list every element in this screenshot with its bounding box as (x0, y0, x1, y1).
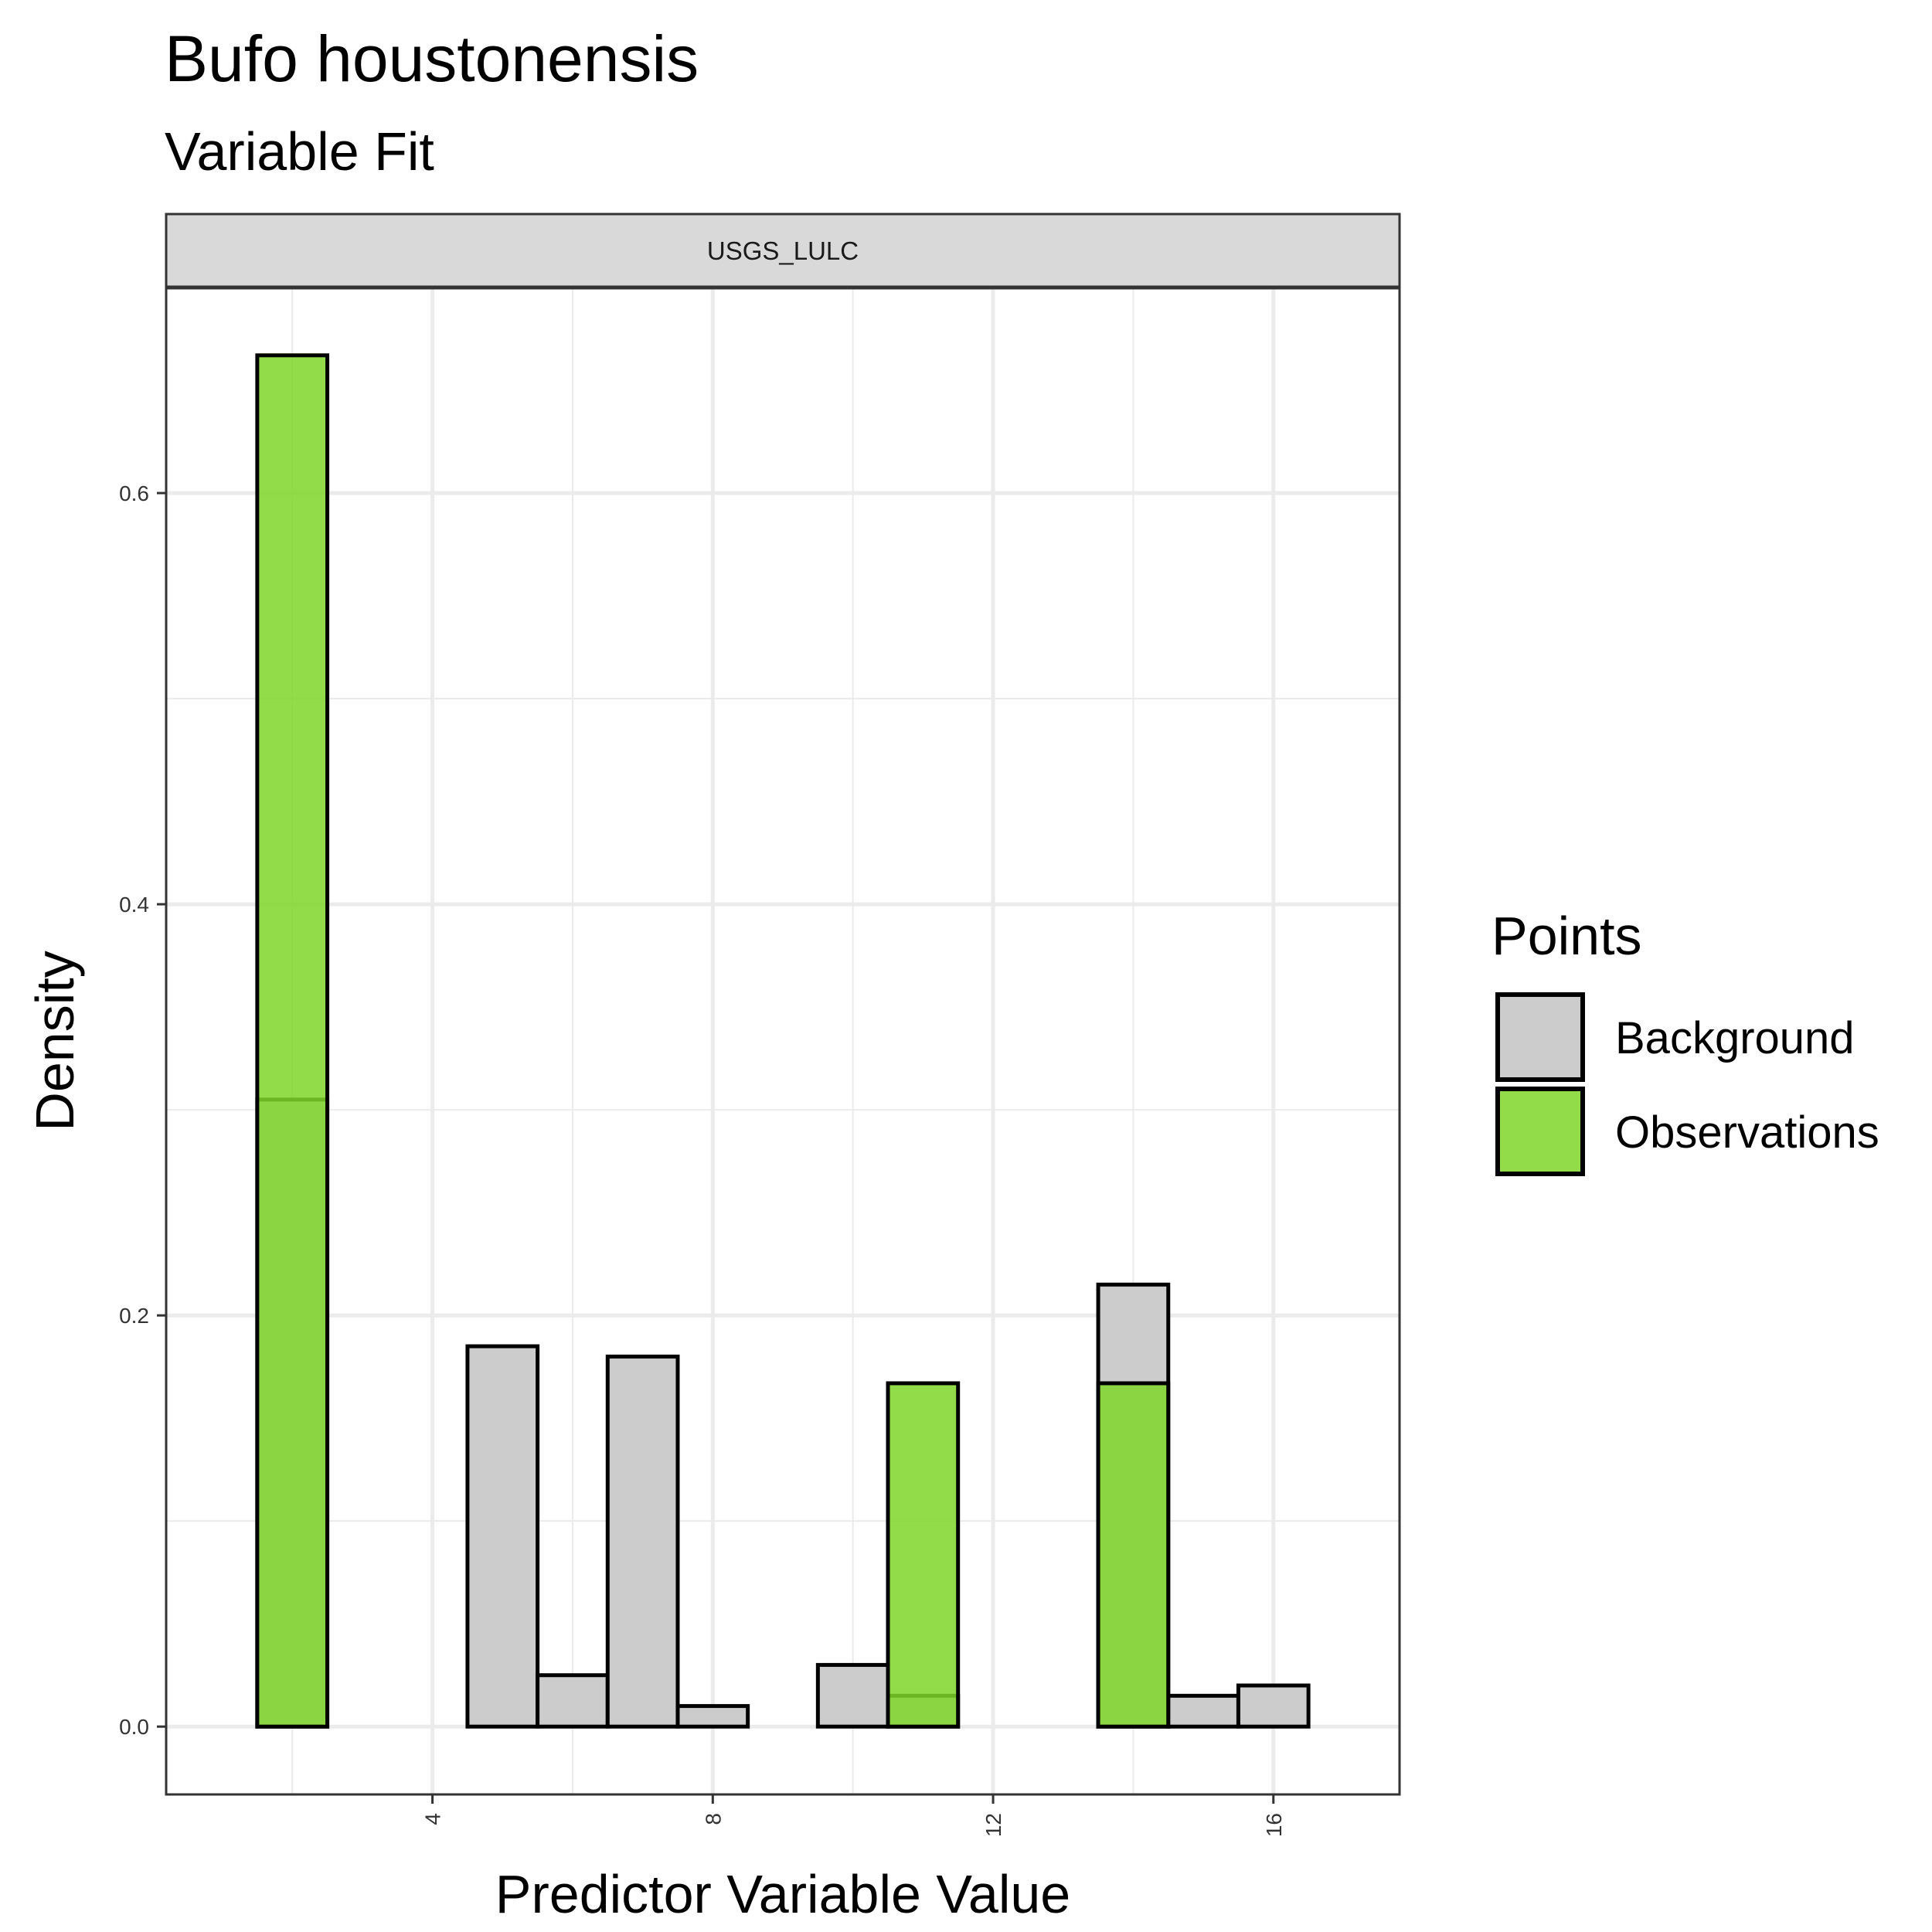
y-tick-label: 0.4 (119, 893, 149, 917)
bar-background-8 (675, 1704, 750, 1729)
x-tick-label: 4 (421, 1813, 445, 1825)
panel-background (166, 287, 1400, 1794)
chart-subtitle: Variable Fit (165, 121, 434, 182)
plot-panel (165, 286, 1401, 1796)
x-tick-label: 16 (1262, 1813, 1286, 1837)
observation-bars (255, 353, 1171, 1729)
bar-background-7 (605, 1354, 680, 1729)
y-tick-label: 0.2 (119, 1304, 149, 1328)
legend-key-observations (1495, 1087, 1585, 1176)
x-tick-label: 12 (981, 1813, 1005, 1837)
legend: Points Background Observations (1492, 906, 1879, 1176)
facet-label: USGS_LULC (707, 236, 859, 265)
legend-entries: Background Observations (1495, 992, 1879, 1176)
bar-background-5 (465, 1344, 540, 1729)
facet-strip: USGS_LULC (165, 213, 1401, 290)
bar-background-10 (815, 1662, 890, 1729)
chart-title: Bufo houstonensis (165, 22, 699, 95)
bar-observations-11 (886, 1381, 961, 1729)
bar-background-15 (1166, 1693, 1240, 1729)
grid-lines (166, 287, 1400, 1794)
y-axis-title: Density (25, 951, 85, 1131)
y-tick-label: 0.6 (119, 481, 149, 505)
bar-background-6 (536, 1673, 610, 1729)
y-axis: 0.0 0.2 0.4 0.6 (119, 481, 166, 1739)
y-tick-label: 0.0 (119, 1715, 149, 1739)
bar-observations-2 (255, 353, 330, 1729)
x-tick-label: 8 (701, 1813, 725, 1825)
legend-label-background: Background (1615, 1013, 1855, 1063)
x-axis-title: Predictor Variable Value (495, 1864, 1070, 1924)
legend-label-observations: Observations (1615, 1107, 1879, 1158)
legend-key-background (1495, 992, 1585, 1082)
legend-title: Points (1492, 906, 1642, 966)
x-axis: 4 8 12 16 (421, 1794, 1286, 1837)
bar-observations-14 (1096, 1381, 1171, 1729)
bar-background-16 (1236, 1683, 1311, 1729)
